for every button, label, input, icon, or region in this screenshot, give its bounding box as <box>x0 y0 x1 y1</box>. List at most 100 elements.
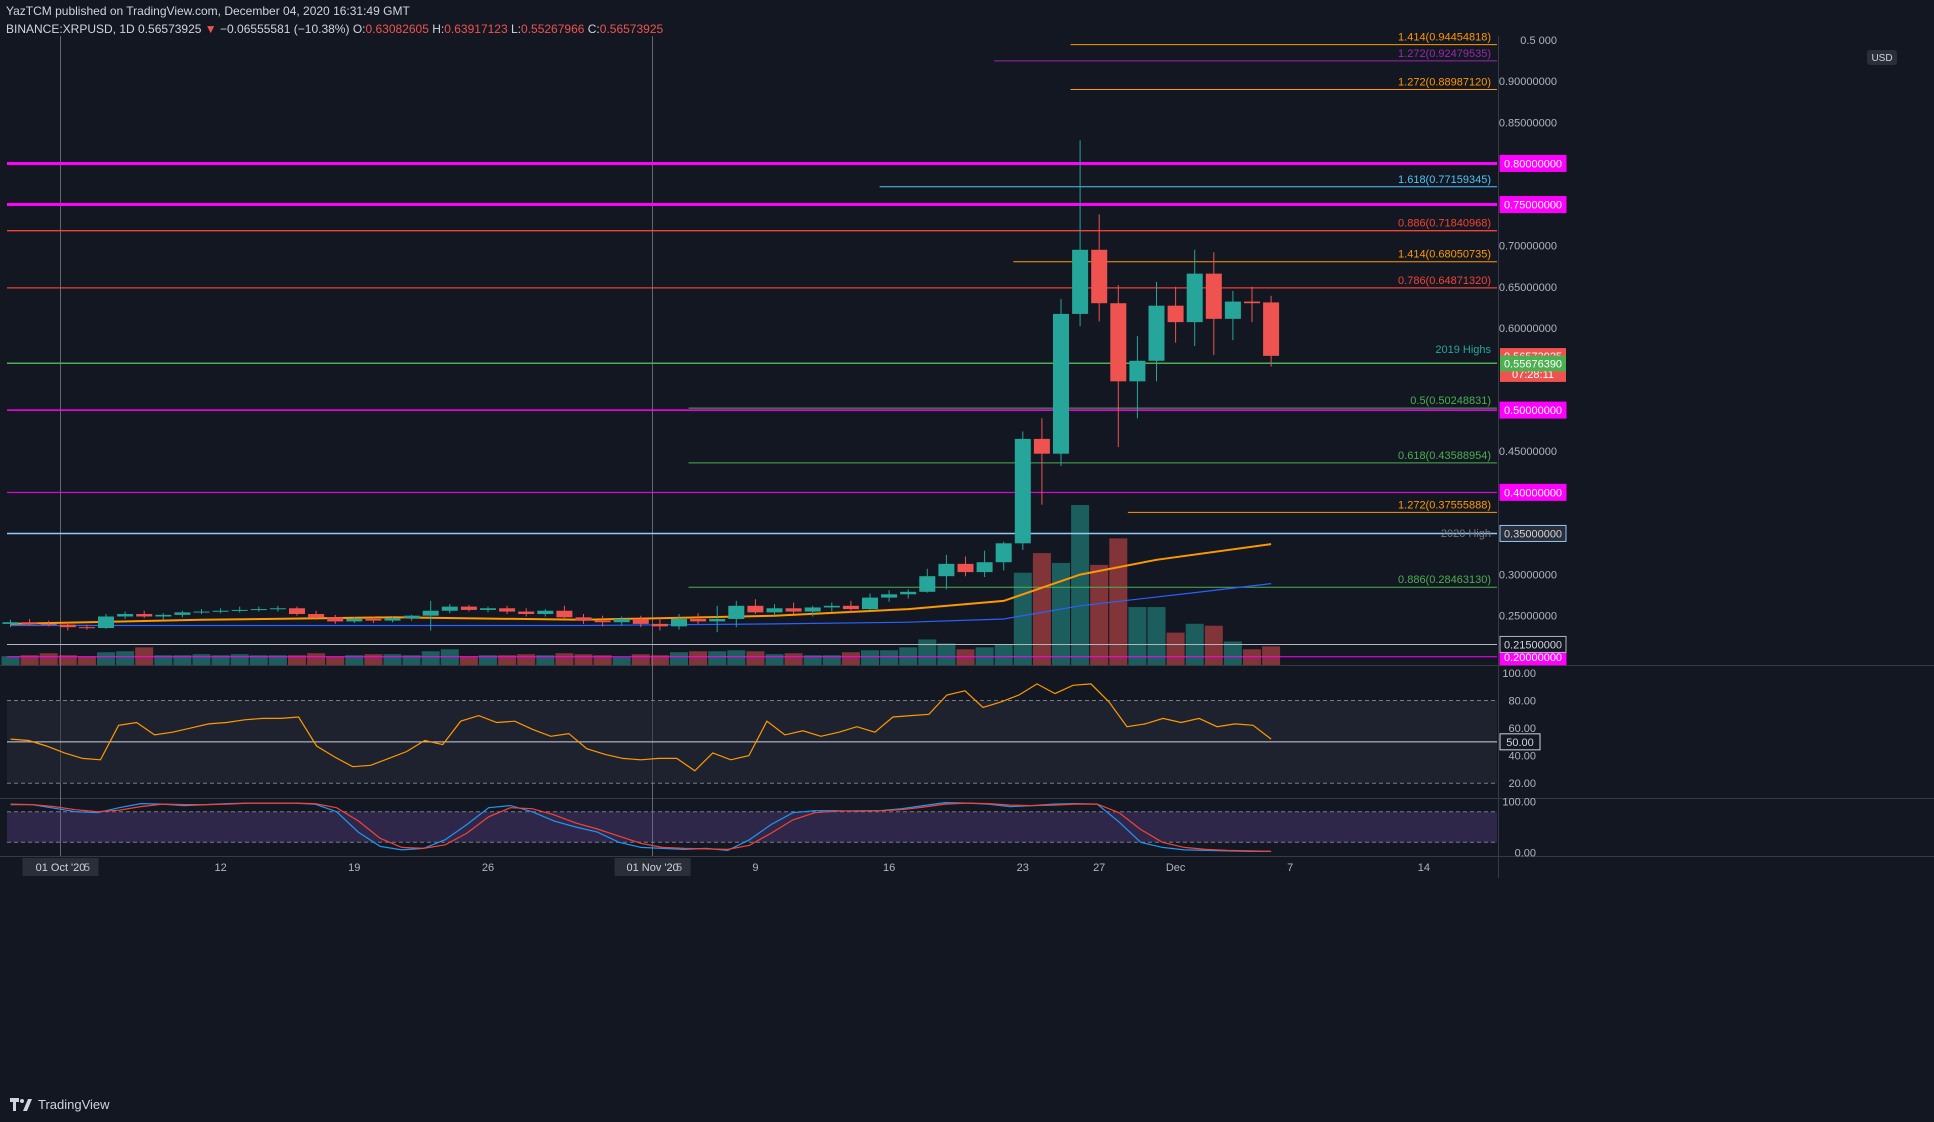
candle-body <box>995 543 1012 563</box>
time-tick-label: 5 <box>84 862 90 874</box>
volume-bar <box>765 654 784 665</box>
rsi-tick-label: 80.00 <box>1508 695 1536 707</box>
fib-level-label: 1.272(0.37555888) <box>1398 499 1491 511</box>
volume-bar <box>689 651 708 665</box>
candle-body <box>1014 438 1031 544</box>
candle-body <box>403 615 420 619</box>
volume-bar <box>1223 641 1242 665</box>
chart-header: YazTCM published on TradingView.com, Dec… <box>0 0 1934 40</box>
stoch-band <box>7 811 1497 843</box>
last-price: 0.56573925 <box>138 22 202 36</box>
volume-bar <box>402 655 421 665</box>
volume-bar <box>173 655 192 665</box>
volume-bar <box>20 655 39 665</box>
price-level-badge-text: 0.75000000 <box>1504 200 1562 212</box>
publisher-line: YazTCM published on TradingView.com, Dec… <box>6 4 410 18</box>
candle-body <box>78 627 95 629</box>
volume-bar <box>116 651 135 665</box>
price-tick-label: 0.90000000 <box>1499 76 1557 88</box>
moving-average-line <box>10 543 1272 625</box>
low-value: 0.55267966 <box>521 22 585 36</box>
volume-bar <box>39 653 58 665</box>
candle-body <box>709 618 726 622</box>
price-badge <box>1500 355 1566 372</box>
candle-body <box>98 616 114 628</box>
volume-bar <box>1052 562 1070 665</box>
volume-bar <box>937 643 956 665</box>
volume-bar <box>612 657 631 665</box>
price-chart[interactable]: 1.414(0.94454818) 1.272(0.92479535) 1.272(… <box>0 0 1934 1088</box>
time-tick-label: Dec <box>1166 862 1186 874</box>
candle-body <box>40 623 57 625</box>
time-tick-label: 12 <box>214 862 226 874</box>
candle-body <box>231 609 248 611</box>
volume-bar <box>230 654 249 665</box>
candle-body <box>900 591 917 595</box>
price-tick-label: 0.5 000 <box>1520 35 1557 47</box>
candle-body <box>327 617 344 622</box>
volume-bar <box>918 639 937 665</box>
fib-level-label: 0.886(0.71840968) <box>1398 218 1491 230</box>
candle-body <box>1263 302 1280 356</box>
volume-bar <box>479 655 497 665</box>
volume-bar <box>135 647 154 665</box>
footer: TradingView <box>0 1088 1934 1122</box>
candle-body <box>881 594 898 598</box>
price-tick-label: 0.65000000 <box>1499 282 1557 294</box>
price-level-badge-text: 0.40000000 <box>1504 487 1562 499</box>
candle-body <box>136 614 153 617</box>
candle-body <box>21 622 38 624</box>
price-tick-label: 0.45000000 <box>1499 446 1557 458</box>
candle-body <box>2 622 19 624</box>
price-level-badge <box>1499 196 1567 214</box>
time-tick-label: 7 <box>1287 862 1293 874</box>
volume-bar <box>249 655 268 665</box>
volume-bar <box>1090 564 1109 665</box>
open-label: O: <box>352 22 366 36</box>
volume-bar <box>364 654 383 665</box>
fib-level-label: 1.414(0.94454818) <box>1398 32 1491 44</box>
symbol-name[interactable]: BINANCE:XRPUSD, 1D <box>6 22 135 36</box>
price-badge-text: 07:28:11 <box>1512 369 1554 381</box>
time-tick-label: 19 <box>348 862 360 874</box>
candle-body <box>747 605 764 613</box>
candle-body <box>842 605 859 610</box>
volume-bar <box>880 650 899 665</box>
moving-average-line <box>10 583 1272 627</box>
time-label-box <box>614 858 691 876</box>
tradingview-logo-icon <box>10 1097 32 1111</box>
candle-body <box>556 610 573 618</box>
volume-bar <box>517 654 536 665</box>
candle-body <box>1148 305 1165 361</box>
candle-body <box>613 618 630 623</box>
candle-body <box>1244 301 1260 304</box>
time-tick-label: 16 <box>883 862 895 874</box>
volume-bar <box>727 650 746 665</box>
candle-body <box>117 614 134 617</box>
fib-level-label: 0.618(0.43588954) <box>1398 450 1491 462</box>
time-tick-label: 9 <box>752 862 758 874</box>
time-tick-label: 01 Oct '20 <box>36 862 86 874</box>
tradingview-logo[interactable]: TradingView <box>10 1097 110 1112</box>
volume-bar <box>803 655 822 665</box>
volume-bar <box>536 655 555 665</box>
brand-name: TradingView <box>38 1097 110 1112</box>
volume-bar <box>1147 607 1166 665</box>
price-tick-label: 0.30000000 <box>1499 570 1557 582</box>
volume-bar <box>288 655 306 665</box>
fib-level-label: 1.618(0.77159345) <box>1398 174 1491 186</box>
candle-body <box>594 620 611 623</box>
volume-bar <box>975 647 994 665</box>
volume-bar <box>77 656 96 665</box>
rsi-tick-label: 40.00 <box>1508 751 1536 763</box>
stoch-tick-label: 0.00 <box>1515 847 1536 859</box>
candle-body <box>671 618 687 627</box>
currency-badge <box>1867 50 1897 65</box>
rsi-tick-label: 60.00 <box>1508 723 1536 735</box>
volume-bar <box>1071 505 1090 665</box>
candle-body <box>422 610 439 616</box>
candle-body <box>384 618 401 621</box>
fib-level-label: 1.272(0.92479535) <box>1398 48 1491 60</box>
down-arrow-icon: ▼ <box>204 22 217 36</box>
candle-body <box>308 614 325 618</box>
